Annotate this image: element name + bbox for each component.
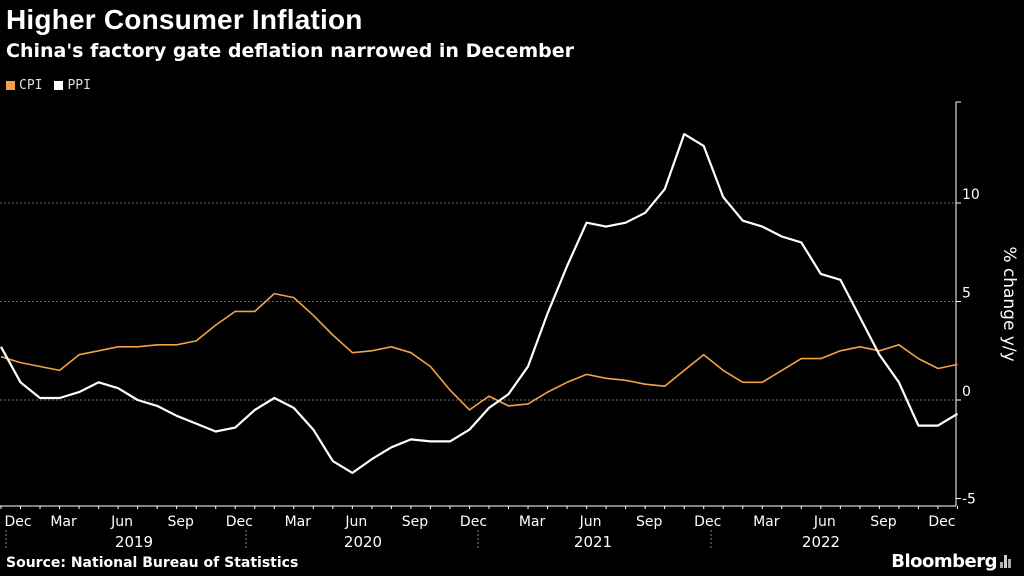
y-tick-label: 10 [962,187,980,203]
year-label: 2019 [115,533,153,551]
chart-subtitle: China's factory gate deflation narrowed … [6,40,575,62]
x-tick-label: Dec [694,514,721,530]
legend-swatch-cpi [6,81,15,90]
series-line-cpi [0,292,958,411]
series-line-ppi [0,133,959,474]
x-tick-label: Mar [50,514,77,530]
y-tick-label: 0 [962,384,971,400]
legend: CPI PPI [6,78,91,93]
legend-label-cpi: CPI [19,78,43,93]
source-note: Source: National Bureau of Statistics [6,555,299,571]
year-label: 2020 [344,533,382,551]
x-tick-label: Sep [402,514,429,530]
y-tick-label: 5 [962,286,971,302]
x-tick-label: Mar [285,514,312,530]
x-tick-label: Mar [753,514,780,530]
year-label: 2021 [574,533,612,551]
x-tick-label: Jun [813,514,836,530]
x-tick-label: Sep [636,514,663,530]
x-tick-label: Sep [870,514,897,530]
x-tick-label: Sep [167,514,194,530]
x-tick-label: Jun [579,514,602,530]
year-label: 2022 [802,533,840,551]
x-tick-label: Dec [226,514,253,530]
legend-item-ppi: PPI [54,78,91,93]
legend-swatch-ppi [54,81,64,90]
bloomberg-mark-icon [1000,555,1012,568]
x-tick-label: Dec [928,514,955,530]
x-tick-label: Dec [460,514,487,530]
legend-label-ppi: PPI [67,78,91,93]
brand-name: Bloomberg [891,551,997,572]
x-tick-label: Jun [344,514,367,530]
x-tick-label: Mar [519,514,546,530]
y-axis-label: % change y/y [999,246,1019,361]
chart-title: Higher Consumer Inflation [6,4,363,35]
y-tick-label: -5 [962,492,976,508]
x-tick-label: Dec [4,514,31,530]
brand-logo: Bloomberg [891,551,1012,572]
legend-item-cpi: CPI [6,78,42,93]
x-tick-label: Jun [110,514,133,530]
